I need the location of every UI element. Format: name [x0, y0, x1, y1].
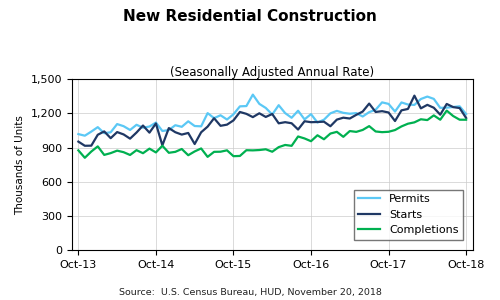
Line: Completions: Completions	[78, 111, 466, 158]
Starts	[82, 144, 88, 148]
Permits	[218, 113, 224, 117]
Completions	[82, 156, 88, 160]
Completions	[314, 134, 320, 137]
Permits	[463, 112, 469, 116]
Permits	[321, 118, 327, 122]
Permits	[172, 123, 178, 127]
Permits	[295, 109, 301, 112]
Starts	[424, 103, 430, 107]
Line: Starts: Starts	[78, 96, 466, 146]
Completions	[172, 150, 178, 154]
Starts	[314, 120, 320, 124]
Starts	[172, 130, 178, 134]
Starts	[218, 124, 224, 128]
Text: New Residential Construction: New Residential Construction	[123, 9, 377, 24]
Permits	[424, 95, 430, 98]
Completions	[444, 109, 450, 112]
Permits	[76, 132, 82, 136]
Completions	[463, 118, 469, 122]
Permits	[250, 93, 256, 96]
Starts	[160, 144, 166, 147]
Starts	[288, 122, 294, 125]
Legend: Permits, Starts, Completions: Permits, Starts, Completions	[354, 190, 463, 240]
Line: Permits: Permits	[78, 94, 466, 136]
Permits	[160, 129, 166, 133]
Completions	[160, 144, 166, 148]
Completions	[218, 150, 224, 154]
Completions	[76, 148, 82, 152]
Starts	[463, 116, 469, 120]
Completions	[418, 118, 424, 121]
Permits	[82, 134, 88, 137]
Text: Source:  U.S. Census Bureau, HUD, November 20, 2018: Source: U.S. Census Bureau, HUD, Novembe…	[118, 288, 382, 297]
Y-axis label: Thousands of Units: Thousands of Units	[15, 115, 25, 214]
Title: (Seasonally Adjusted Annual Rate): (Seasonally Adjusted Annual Rate)	[170, 66, 374, 79]
Starts	[412, 94, 418, 98]
Completions	[288, 144, 294, 148]
Starts	[76, 140, 82, 143]
